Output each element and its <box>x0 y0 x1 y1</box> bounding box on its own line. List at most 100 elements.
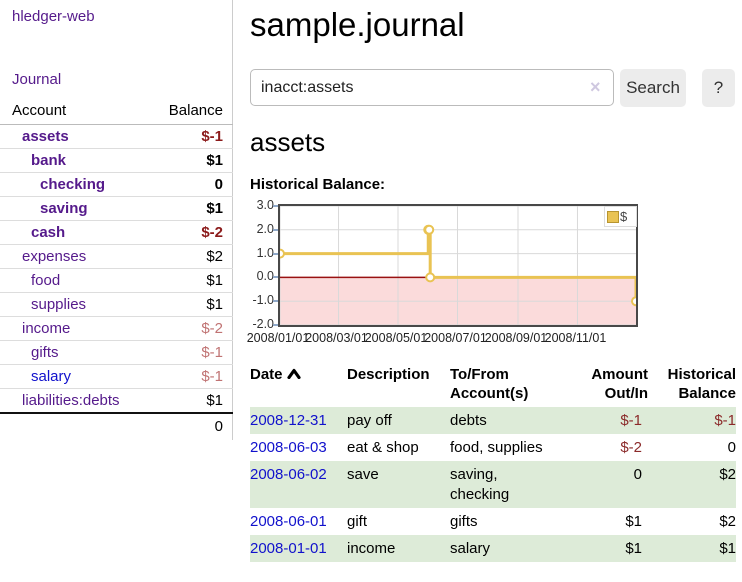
sort-ascending-icon <box>286 365 301 384</box>
description-column-header: Description <box>347 366 430 383</box>
transaction-balance: $2 <box>719 513 736 530</box>
transaction-date-link[interactable]: 2008-06-02 <box>250 466 327 483</box>
account-row-assets: assets $-1 <box>0 124 233 149</box>
sidebar: hledger-web Journal Account Balance asse… <box>0 0 233 440</box>
transaction-date-link[interactable]: 2008-01-01 <box>250 540 327 557</box>
account-balance: $2 <box>140 244 233 269</box>
y-axis-tick-label: -2.0 <box>252 317 274 331</box>
transaction-balance: $-1 <box>714 412 736 429</box>
account-link-gifts[interactable]: gifts <box>31 344 59 361</box>
transaction-balance: 0 <box>727 439 736 456</box>
transaction-date-link[interactable]: 2008-06-03 <box>250 439 327 456</box>
transaction-amount: $1 <box>625 540 642 557</box>
transaction-description: pay off <box>347 412 392 429</box>
register-row: 2008-12-31 pay off debts $-1 $-1 <box>250 407 736 434</box>
transaction-description: income <box>347 540 396 557</box>
search-button[interactable]: Search <box>620 69 686 107</box>
y-axis-tick-mark <box>273 324 278 326</box>
account-balance: 0 <box>140 172 233 197</box>
account-balance: $-2 <box>140 316 233 341</box>
register-row: 2008-06-03 eat & shop food, supplies $-2… <box>250 434 736 461</box>
y-axis-tick-mark <box>273 205 278 207</box>
balance-chart-svg <box>280 206 636 325</box>
x-axis-tick-label: 2008/09/01 <box>484 331 548 345</box>
transaction-accounts: gifts <box>450 513 478 530</box>
transaction-description: save <box>347 466 379 483</box>
transaction-amount: $-2 <box>620 439 642 456</box>
account-link-assets[interactable]: assets <box>22 128 69 145</box>
search-bar: × Search ? <box>250 69 736 107</box>
account-heading: assets <box>250 127 326 157</box>
account-row-income: income $-2 <box>0 316 233 341</box>
register-table: Date Description To/From Account(s) Amou… <box>250 363 736 562</box>
x-axis-tick-label: 2008/05/01 <box>364 331 428 345</box>
chart-title: Historical Balance: <box>250 176 386 193</box>
x-axis-tick-label: 2008/03/01 <box>305 331 368 345</box>
date-column-header[interactable]: Date <box>250 363 347 407</box>
account-column-header: Account <box>0 98 140 125</box>
y-axis-tick-mark <box>273 276 278 279</box>
y-axis-tick-label: -1.0 <box>252 293 274 308</box>
account-balance: $1 <box>140 196 233 221</box>
x-axis-tick-label: 2008/01/01 <box>246 331 310 345</box>
app-title: hledger-web <box>12 8 95 25</box>
transaction-accounts: food, supplies <box>450 439 543 456</box>
account-link-liabilities-debts[interactable]: liabilities:debts <box>22 392 120 409</box>
legend-swatch-icon <box>607 210 619 223</box>
accounts-header-row: Account Balance <box>0 98 233 125</box>
account-link-checking[interactable]: checking <box>40 176 106 193</box>
balance-column-header: Balance <box>140 98 233 125</box>
account-row-cash: cash $-2 <box>0 220 233 245</box>
account-row-liabilities-debts: liabilities:debts $1 <box>0 388 233 414</box>
legend-label: $ <box>620 209 628 224</box>
account-row-bank: bank $1 <box>0 148 233 173</box>
register-row: 2008-06-02 save saving, checking 0 $2 <box>250 461 736 508</box>
account-balance: $-1 <box>140 340 233 365</box>
account-balance: $-1 <box>140 124 233 149</box>
account-row-checking: checking 0 <box>0 172 233 197</box>
y-axis-tick-label: 0.0 <box>256 269 274 284</box>
account-link-supplies[interactable]: supplies <box>31 296 87 313</box>
y-axis-tick-label: 2.0 <box>256 221 274 236</box>
x-axis-tick-label: 2008/07/01 <box>424 331 487 345</box>
transaction-amount: $1 <box>625 513 642 530</box>
account-balance: $1 <box>140 388 233 414</box>
account-row-salary: salary $-1 <box>0 364 233 389</box>
account-link-bank[interactable]: bank <box>31 152 67 169</box>
page-title: sample.journal <box>250 6 465 43</box>
account-link-cash[interactable]: cash <box>31 224 66 241</box>
transaction-date-link[interactable]: 2008-06-01 <box>250 513 327 530</box>
y-axis-tick-mark <box>273 252 278 255</box>
register-row: 2008-06-01 gift gifts $1 $2 <box>250 508 736 535</box>
account-balance: $-1 <box>140 364 233 389</box>
account-balance: $1 <box>140 148 233 173</box>
transaction-amount: 0 <box>633 466 642 483</box>
transaction-date-link[interactable]: 2008-12-31 <box>250 412 327 429</box>
account-row-gifts: gifts $-1 <box>0 340 233 365</box>
transaction-accounts: saving, checking <box>450 466 510 503</box>
transaction-description: eat & shop <box>347 439 419 456</box>
account-link-food[interactable]: food <box>31 272 61 289</box>
x-axis-tick-label: 2008/11/01 <box>544 331 607 345</box>
search-input[interactable] <box>250 69 614 106</box>
accounts-table: Account Balance assets $-1 bank $1 check… <box>0 98 233 438</box>
y-axis-tick-mark <box>273 228 278 231</box>
account-balance: $-2 <box>140 220 233 245</box>
account-row-expenses: expenses $2 <box>0 244 233 269</box>
journal-nav: Journal <box>12 71 61 88</box>
help-button[interactable]: ? <box>702 69 735 107</box>
clear-search-icon[interactable]: × <box>590 77 601 97</box>
account-link-saving[interactable]: saving <box>40 200 88 217</box>
main-content: sample.journal × Search ? assets Histori… <box>247 0 736 562</box>
chart-legend: $ <box>604 206 637 227</box>
account-link-salary[interactable]: salary <box>31 368 72 385</box>
app-title-link[interactable]: hledger-web <box>12 8 95 25</box>
account-balance: $1 <box>140 292 233 317</box>
chart-area: $ 3.0 2.0 1.0 0.0 -1.0 -2.0 2008/01/01 2008/03/… <box>247 198 736 349</box>
register-header-row: Date Description To/From Account(s) Amou… <box>250 363 736 407</box>
y-axis-tick-label: 3.0 <box>256 198 274 212</box>
account-link-income[interactable]: income <box>22 320 71 337</box>
account-link-expenses[interactable]: expenses <box>22 248 87 265</box>
journal-link[interactable]: Journal <box>12 71 62 88</box>
account-row-supplies: supplies $1 <box>0 292 233 317</box>
